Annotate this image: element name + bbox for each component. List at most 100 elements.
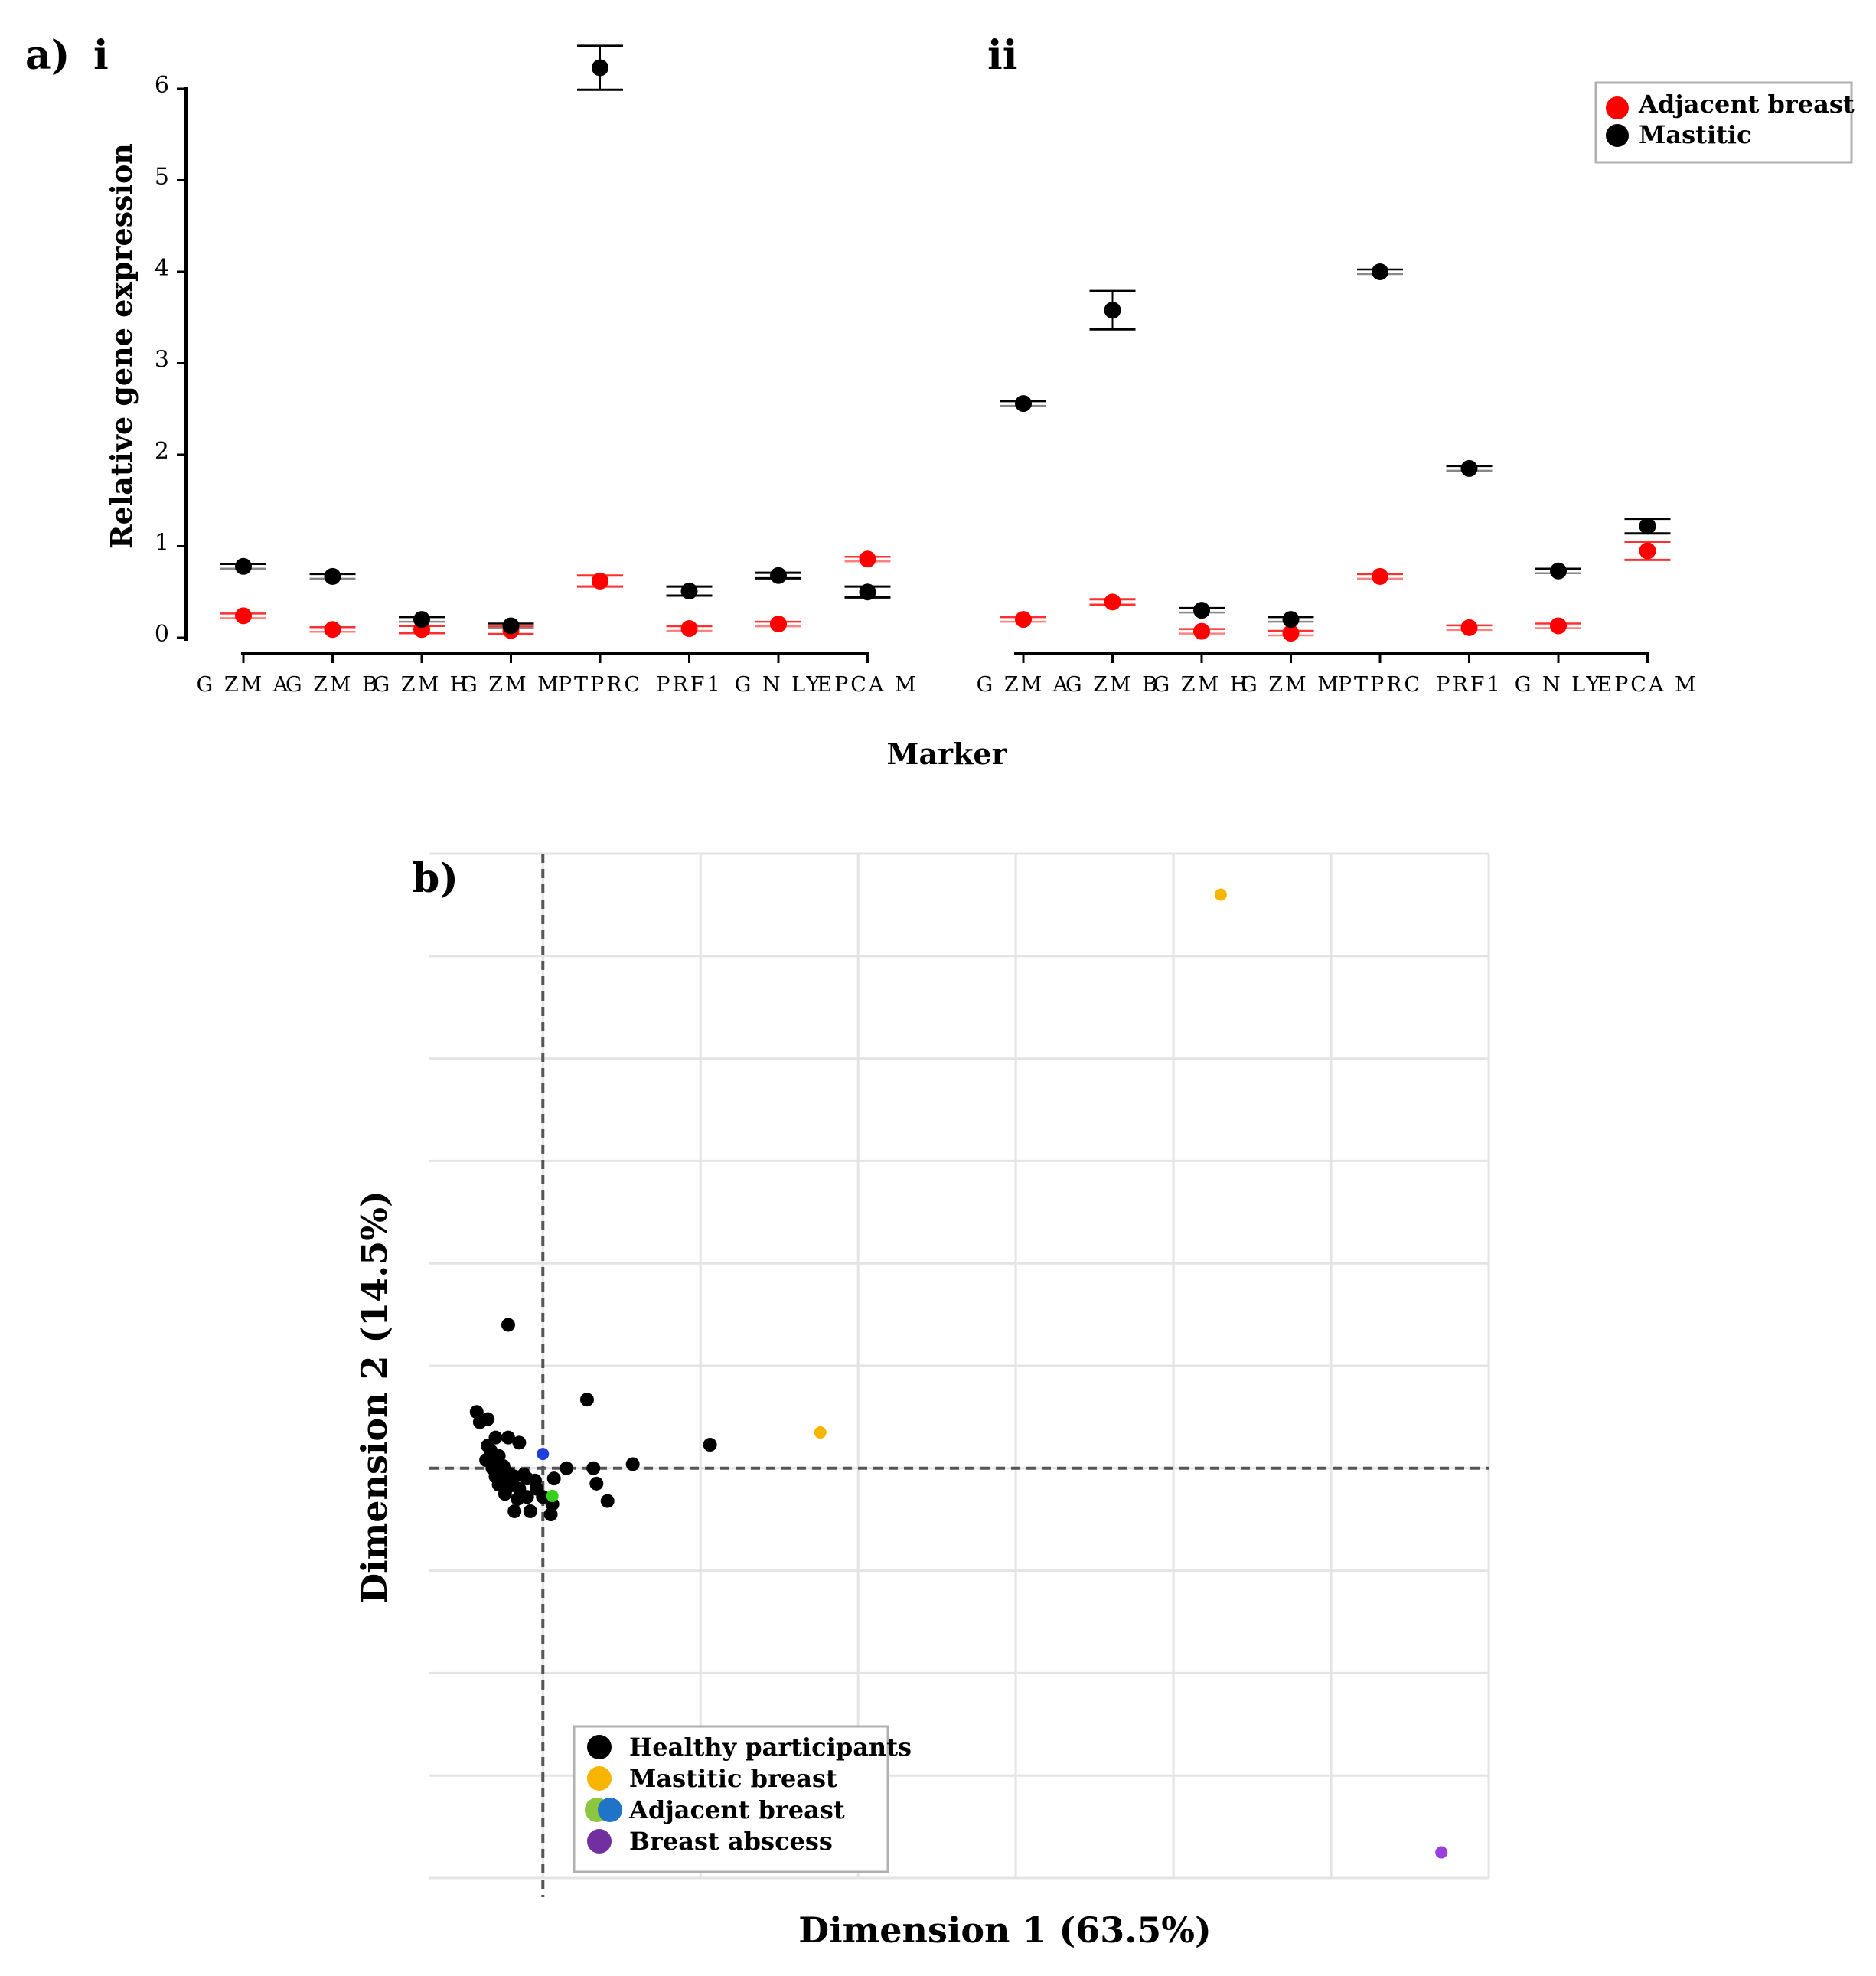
point-mastitic-breast bbox=[1214, 888, 1227, 901]
point-mastitic bbox=[770, 567, 787, 584]
panel-a-y-axis-title: Relative gene expression bbox=[104, 143, 139, 549]
point-healthy-participants bbox=[579, 1393, 594, 1407]
x-tick-label: G ZM H bbox=[1153, 673, 1251, 697]
point-adjacent-breast bbox=[1550, 617, 1567, 635]
panel-b-label: b) bbox=[412, 855, 458, 902]
x-tick-label: PTPRC bbox=[558, 673, 642, 697]
point-adjacent-breast bbox=[1372, 567, 1388, 585]
point-adjacent-breast bbox=[1639, 542, 1656, 560]
point-adjacent-breast bbox=[1104, 593, 1121, 611]
point-healthy-participants bbox=[536, 1490, 550, 1504]
point-healthy-participants bbox=[703, 1438, 717, 1452]
point-adjacent-breast bbox=[592, 572, 608, 590]
panel-a-i-label: i bbox=[93, 32, 109, 79]
point-mastitic bbox=[324, 567, 341, 585]
legend-b-label: Mastitic breast bbox=[629, 1764, 837, 1793]
chart-panel-b bbox=[429, 852, 1490, 1897]
point-mastitic bbox=[413, 611, 430, 629]
legend-b-label: Healthy participants bbox=[629, 1733, 912, 1762]
panel-a-legend: Adjacent breast Mastitic bbox=[1594, 81, 1855, 164]
point-breast-abscess bbox=[1435, 1846, 1448, 1859]
point-adjacent-breast bbox=[770, 616, 787, 633]
point-mastitic bbox=[1639, 518, 1656, 535]
point-healthy-participants bbox=[543, 1507, 558, 1522]
point-mastitic bbox=[235, 557, 252, 575]
x-tick-label: EPCA M bbox=[817, 673, 918, 697]
x-tick-label: G ZM A bbox=[197, 673, 291, 697]
point-healthy-participants bbox=[507, 1504, 522, 1518]
panel-a-legend-box bbox=[1594, 81, 1853, 164]
point-mastitic bbox=[1372, 263, 1388, 280]
point-healthy-participants bbox=[501, 1318, 515, 1332]
point-mastitic bbox=[1550, 562, 1567, 580]
y-tick-label: 2 bbox=[155, 438, 169, 465]
point-adjacent-breast bbox=[324, 621, 341, 639]
panel-a-ii-label: ii bbox=[987, 32, 1018, 79]
legend-b-marker bbox=[587, 1766, 612, 1791]
panel-a-label: a) bbox=[25, 32, 70, 79]
x-tick-label: G ZM M bbox=[1241, 673, 1341, 697]
point-mastitic bbox=[680, 583, 698, 600]
y-tick-label: 3 bbox=[155, 347, 169, 374]
panel-b-x-axis-title: Dimension 1 (63.5%) bbox=[798, 1909, 1212, 1951]
legend-mastitic-marker bbox=[1606, 124, 1629, 147]
point-adjacent-breast bbox=[1282, 625, 1300, 642]
x-tick-label: EPCA M bbox=[1597, 673, 1698, 697]
point-mastitic bbox=[1460, 459, 1478, 477]
point-mastitic-breast bbox=[814, 1426, 827, 1439]
x-tick-label: G N LY bbox=[1515, 673, 1602, 697]
point-mastitic bbox=[1282, 611, 1300, 629]
point-mastitic bbox=[1104, 302, 1121, 319]
legend-b-marker bbox=[587, 1829, 612, 1854]
panel-b-y-axis-title: Dimension 2 (14.5%) bbox=[354, 1190, 395, 1604]
legend-adjacent-label: Adjacent breast bbox=[1638, 90, 1855, 119]
point-healthy-participants bbox=[523, 1504, 537, 1518]
x-tick-label: G ZM M bbox=[461, 673, 561, 697]
point-healthy-participants bbox=[520, 1490, 534, 1504]
x-tick-label: G ZM B bbox=[285, 673, 380, 697]
point-mastitic bbox=[502, 617, 520, 635]
point-healthy-participants bbox=[512, 1435, 527, 1450]
x-tick-label: PTPRC bbox=[1338, 673, 1422, 697]
point-adjacent-breast bbox=[1015, 611, 1032, 629]
y-tick-label: 0 bbox=[155, 621, 169, 648]
x-tick-label: G ZM A bbox=[977, 673, 1071, 697]
x-tick-label: G N LY bbox=[735, 673, 822, 697]
point-mastitic bbox=[592, 59, 608, 77]
legend-b-label: Breast abscess bbox=[629, 1827, 833, 1856]
point-mastitic bbox=[1193, 602, 1210, 619]
point-adjacent-breast bbox=[859, 550, 876, 568]
y-tick-label: 6 bbox=[155, 72, 169, 99]
legend-b-marker bbox=[598, 1798, 622, 1822]
legend-mastitic-label: Mastitic bbox=[1639, 120, 1752, 149]
point-adjacent-breast-1 bbox=[546, 1489, 559, 1502]
legend-b-label: Adjacent breast bbox=[628, 1795, 845, 1824]
point-adjacent-breast bbox=[680, 620, 698, 638]
panel-b-legend-box bbox=[573, 1725, 889, 1873]
y-tick-label: 4 bbox=[155, 255, 169, 282]
y-tick-label: 1 bbox=[155, 530, 169, 557]
y-tick-label: 5 bbox=[155, 164, 169, 191]
point-healthy-participants bbox=[600, 1494, 615, 1508]
point-healthy-participants bbox=[498, 1487, 512, 1501]
legend-adjacent-marker bbox=[1606, 96, 1629, 119]
point-healthy-participants bbox=[501, 1430, 515, 1445]
point-healthy-participants bbox=[546, 1471, 561, 1486]
point-mastitic bbox=[1015, 395, 1032, 413]
point-adjacent-breast bbox=[1460, 619, 1478, 636]
x-tick-label: PRF1 bbox=[656, 673, 722, 697]
legend-b-marker bbox=[587, 1735, 612, 1759]
x-tick-label: PRF1 bbox=[1436, 673, 1502, 697]
point-adjacent-breast-2 bbox=[537, 1448, 550, 1461]
point-healthy-participants bbox=[481, 1439, 495, 1453]
x-tick-label: G ZM H bbox=[374, 673, 471, 697]
point-mastitic bbox=[859, 583, 876, 601]
panel-a-x-axis-title: Marker bbox=[886, 737, 1007, 771]
x-tick-label: G ZM B bbox=[1065, 673, 1160, 697]
point-healthy-participants bbox=[586, 1461, 601, 1475]
point-adjacent-breast bbox=[1193, 622, 1210, 640]
